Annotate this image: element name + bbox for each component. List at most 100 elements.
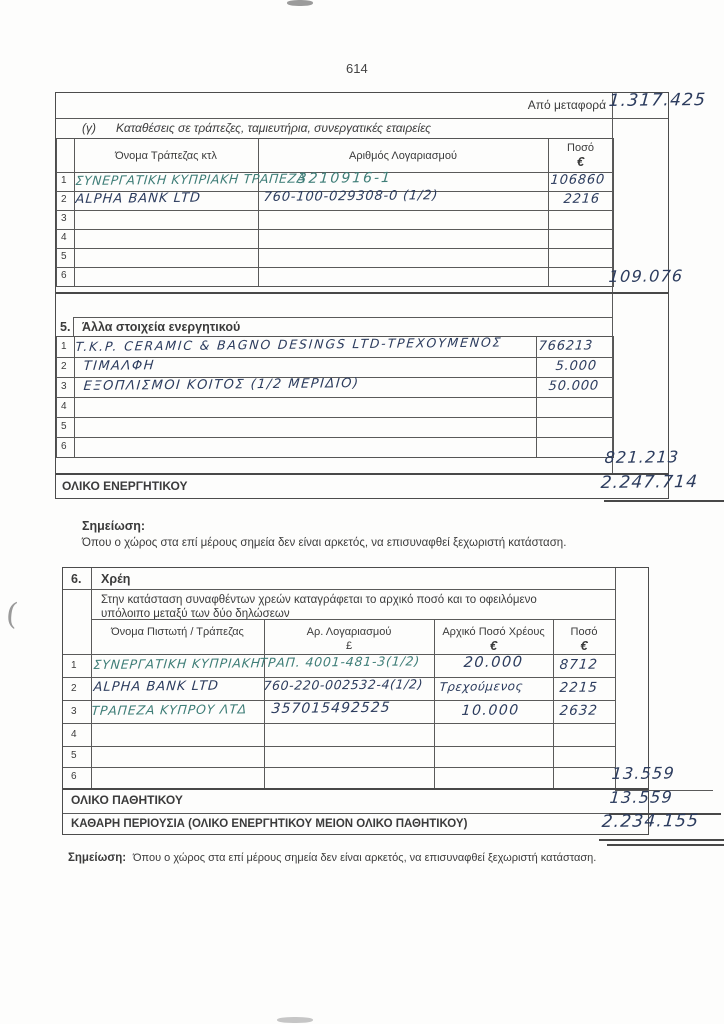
handwritten-amount: 106860 [549, 172, 606, 188]
scan-smudge-top [287, 0, 313, 6]
handwritten-amount: 2215 [558, 679, 599, 696]
row-number: 4 [71, 729, 77, 740]
carry-forward-value: 1.317.425 [607, 89, 707, 111]
handwritten-bank-name: ΣΥΝΕΡΓΑΤΙΚΗ ΚΥΠΡΙΑΚΗ ΤΡΑΠΕΖΑ [74, 170, 307, 188]
total-assets-value: 2.247.714 [599, 471, 699, 493]
table-grid-line [57, 437, 613, 438]
handwritten-amount: 2632 [558, 702, 599, 719]
carry-forward-label: Από μεταφορά [527, 98, 606, 112]
col-header-amount: Ποσό [567, 142, 594, 154]
table-grid-line [258, 139, 259, 286]
section-c-label: (γ) [82, 121, 96, 135]
row-number: 3 [71, 706, 77, 717]
table-grid-line [434, 619, 435, 788]
section-c-title: Καταθέσεις σε τράπεζες, ταμιευτήρια, συν… [116, 121, 431, 135]
handwritten-creditor-name: ALPHA BANK LTD [92, 678, 220, 695]
table-grid-line [57, 357, 613, 358]
scan-smudge-bottom [277, 1017, 313, 1023]
handwritten-underline [604, 500, 724, 502]
table-grid-line [63, 654, 615, 655]
table-grid-line [57, 377, 613, 378]
subtotal-debts: 13.559 [610, 763, 676, 783]
subtotal-deposits: 109.076 [607, 266, 685, 286]
pound-symbol: £ [345, 640, 353, 652]
handwritten-initial-debt: Τρεχούμενος [438, 679, 524, 694]
row-number: 6 [61, 441, 67, 452]
table-grid-line [56, 292, 668, 294]
col-header-account-number: Αριθμός Λογαριασμού [348, 150, 457, 162]
margin-paren-mark: ( [4, 596, 20, 633]
handwritten-underline [607, 844, 724, 846]
table-grid-line [73, 317, 612, 318]
table-grid-line [57, 210, 613, 211]
handwritten-asset-item: T.K.P. CERAMIC & BAGNO DESINGS LTD-ΤΡΕΧΟ… [74, 334, 503, 354]
debts-description: Στην κατάσταση συναφθέντων χρεών καταγρά… [101, 594, 537, 620]
col-header-creditor-name: Όνομα Πιστωτή / Τράπεζας [111, 626, 244, 638]
handwritten-asset-item: ΕΞΟΠΛΙΣΜΟΙ ΚΟΙΤΟΣ (1/2 ΜΕΡΙΔΙΟ) [82, 376, 361, 394]
deposits-grid: Όνομα Τράπεζας κτλ Αριθμός Λογαριασμού Π… [56, 138, 614, 287]
table-grid-line [63, 746, 615, 747]
table-grid-line [57, 267, 613, 268]
handwritten-account-number: ΤΡΑΠ. 4001-481-3(1/2) [258, 653, 421, 670]
row-number: 2 [71, 683, 77, 694]
row-number: 5 [61, 421, 67, 432]
row-number: 4 [61, 401, 67, 412]
row-number: 2 [61, 194, 67, 205]
row-number: 5 [61, 251, 67, 262]
bottom-note-text: Όπου ο χώρος στα επί μέρους σημεία δεν ε… [133, 852, 597, 864]
euro-symbol: € [576, 154, 585, 169]
handwritten-asset-item: ΤΙΜΑΛΦΗ [82, 358, 156, 374]
table-grid-line [553, 619, 554, 788]
section-6-title: Χρέη [101, 572, 131, 586]
handwritten-initial-debt: 20.000 [463, 654, 525, 671]
col-header-amount: Ποσό [570, 626, 598, 638]
col-header-initial-debt: Αρχικό Ποσό Χρέους [442, 626, 545, 638]
other-assets-grid: 1 T.K.P. CERAMIC & BAGNO DESINGS LTD-ΤΡΕ… [56, 334, 614, 458]
table-grid-line [264, 619, 265, 788]
row-number: 3 [61, 213, 67, 224]
row-number: 1 [71, 660, 77, 671]
table-grid-line [63, 723, 615, 724]
note-heading: Σημείωση: [82, 519, 146, 533]
handwritten-creditor-name: ΤΡΑΠΕΖΑ ΚΥΠΡΟΥ ΛΤΔ [90, 701, 248, 718]
total-liabilities-label: ΟΛΙΚΟ ΠΑΘΗΤΙΚΟΥ [71, 793, 183, 807]
handwritten-amount: 766213 [537, 338, 594, 354]
table-grid-line [57, 172, 613, 173]
table-grid-line [74, 139, 75, 286]
note-text: Όπου ο χώρος στα επί μέρους σημεία δεν ε… [82, 537, 567, 549]
handwritten-account-number: 760-100-029308-0 (1/2) [262, 188, 439, 205]
section-5-title: Άλλα στοιχεία ενεργητικού [82, 320, 241, 334]
subtotal-other-assets: 821.213 [603, 447, 681, 467]
table-grid-line [612, 93, 613, 475]
row-number: 3 [61, 381, 67, 392]
table-grid-line [91, 568, 92, 788]
table-grid-line [63, 589, 615, 590]
assets-table: Από μεταφορά 1.317.425 (γ) Καταθέσεις σε… [55, 90, 724, 502]
handwritten-underline [609, 813, 721, 815]
handwritten-account-number: 3210916-1 [296, 170, 393, 187]
col-header-bank-name: Όνομα Τράπεζας κτλ [115, 150, 217, 162]
handwritten-creditor-name: ΣΥΝΕΡΓΑΤΙΚΗ ΚΥΠΡΙΑΚΗ [92, 655, 262, 672]
row-number: 1 [61, 175, 67, 186]
table-grid-line [57, 229, 613, 230]
handwritten-underline [615, 790, 713, 791]
handwritten-account-number: 760-220-002532-4(1/2) [262, 676, 424, 693]
table-grid-line [56, 473, 668, 475]
table-grid-line [91, 619, 615, 620]
table-grid-line [57, 397, 613, 398]
table-grid-line [63, 700, 615, 701]
row-number: 2 [61, 361, 67, 372]
handwritten-amount: 5.000 [554, 358, 598, 374]
row-number: 4 [61, 232, 67, 243]
table-grid-line [73, 317, 74, 336]
handwritten-underline [599, 839, 724, 841]
table-grid-line [63, 788, 648, 790]
handwritten-account-number: 357015492525 [270, 699, 392, 717]
handwritten-amount: 50.000 [547, 378, 600, 394]
total-assets-label: ΟΛΙΚΟ ΕΝΕΡΓΗΤΙΚΟΥ [62, 479, 188, 493]
col-header-account: Αρ. Λογαριασμού [306, 626, 392, 638]
table-grid-line [57, 417, 613, 418]
table-grid-line [615, 568, 616, 788]
handwritten-amount: 8712 [558, 656, 599, 673]
